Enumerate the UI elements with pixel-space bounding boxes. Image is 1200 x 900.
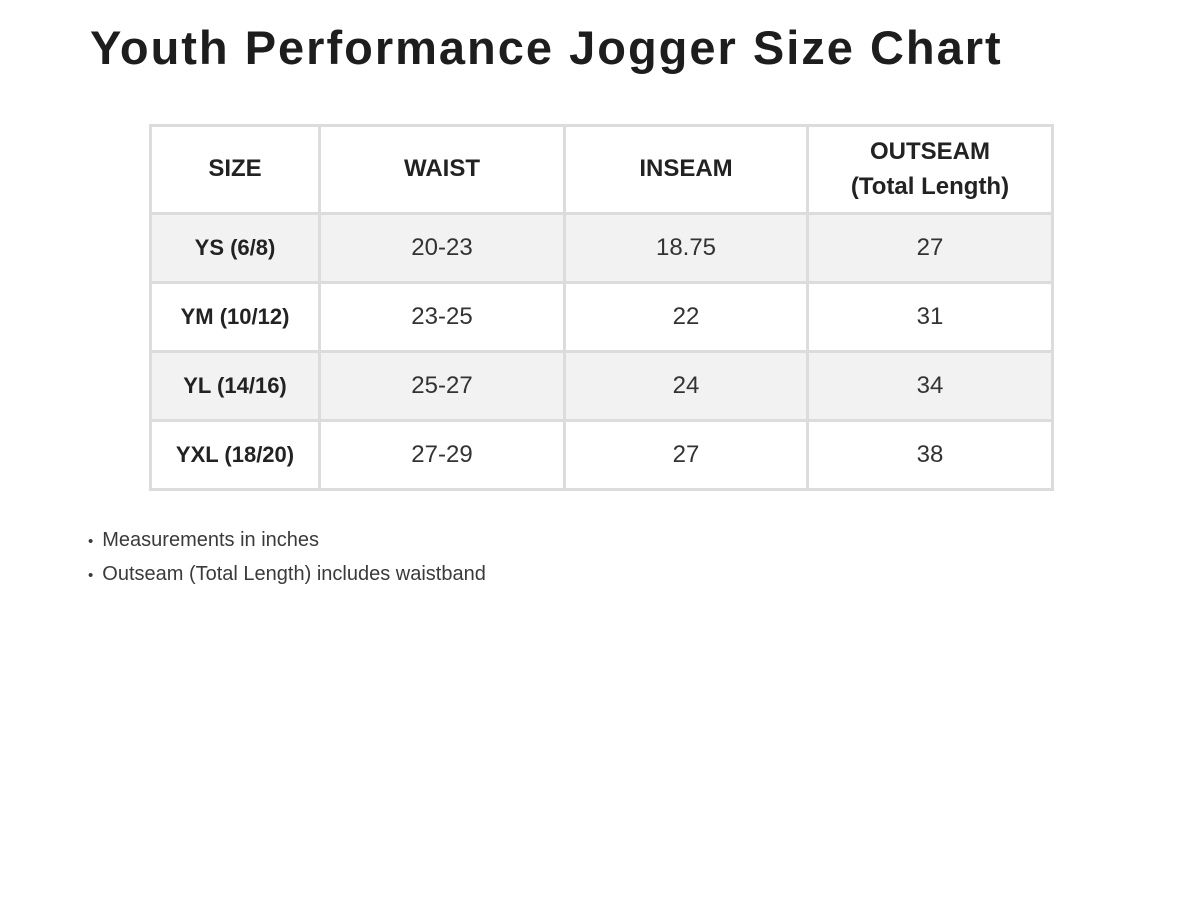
outseam-cell: 34: [806, 350, 1054, 422]
footnote-item: • Outseam (Total Length) includes waistb…: [88, 558, 486, 592]
footnote-item: • Measurements in inches: [88, 524, 486, 558]
page-title: Youth Performance Jogger Size Chart: [90, 21, 1003, 74]
table-row-ys: YS (6/8) 20-23 18.75 27: [149, 212, 1054, 284]
outseam-cell: 31: [806, 281, 1054, 353]
bullet-icon: •: [88, 533, 94, 550]
size-cell: YXL (18/20): [149, 419, 321, 491]
column-header-outseam: OUTSEAM (Total Length): [806, 124, 1054, 215]
size-cell: YL (14/16): [149, 350, 321, 422]
table-row-ym: YM (10/12) 23-25 22 31: [149, 281, 1054, 353]
size-cell: YM (10/12): [149, 281, 321, 353]
column-header-inseam: INSEAM: [563, 124, 809, 215]
table-row-yxl: YXL (18/20) 27-29 27 38: [149, 419, 1054, 491]
bullet-icon: •: [88, 567, 94, 584]
column-header-waist: WAIST: [318, 124, 566, 215]
size-cell: YS (6/8): [149, 212, 321, 284]
waist-cell: 25-27: [318, 350, 566, 422]
inseam-cell: 22: [563, 281, 809, 353]
inseam-cell: 24: [563, 350, 809, 422]
outseam-cell: 27: [806, 212, 1054, 284]
inseam-cell: 27: [563, 419, 809, 491]
table-row-yl: YL (14/16) 25-27 24 34: [149, 350, 1054, 422]
header-row: SIZE WAIST INSEAM OUTSEAM (Total Length): [149, 124, 1054, 215]
size-chart-table-container: SIZE WAIST INSEAM OUTSEAM (Total Length)…: [149, 124, 1054, 491]
column-header-size: SIZE: [149, 124, 321, 215]
footnote-text: Measurements in inches: [102, 529, 320, 551]
table-header: SIZE WAIST INSEAM OUTSEAM (Total Length): [149, 124, 1054, 215]
outseam-cell: 38: [806, 419, 1054, 491]
inseam-cell: 18.75: [563, 212, 809, 284]
footnotes: • Measurements in inches • Outseam (Tota…: [88, 524, 486, 592]
size-chart-table: SIZE WAIST INSEAM OUTSEAM (Total Length)…: [149, 124, 1054, 491]
waist-cell: 20-23: [318, 212, 566, 284]
table-body: YS (6/8) 20-23 18.75 27 YM (10/12) 23-25…: [149, 212, 1054, 491]
footnote-text: Outseam (Total Length) includes waistban…: [102, 563, 486, 585]
waist-cell: 27-29: [318, 419, 566, 491]
waist-cell: 23-25: [318, 281, 566, 353]
